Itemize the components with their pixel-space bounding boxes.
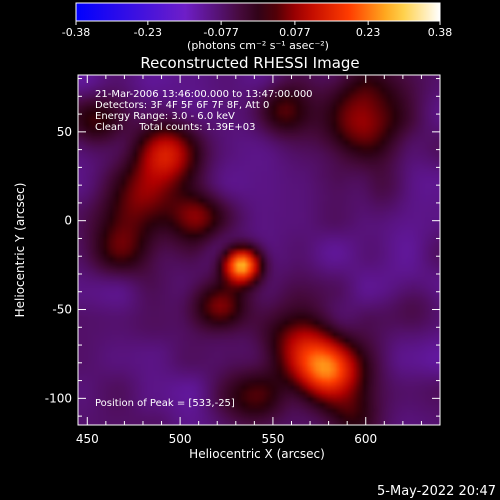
plot-timestamp: 5-May-2022 20:47: [377, 484, 496, 499]
colorbar-tick-label: 0.077: [279, 26, 311, 39]
annotation-detectors: Detectors: 3F 4F 5F 6F 7F 8F, Att 0: [95, 100, 269, 111]
heatmap-image: [78, 75, 440, 425]
colorbar-tick-label: -0.23: [134, 26, 162, 39]
annotation-energy: Energy Range: 3.0 - 6.0 keV: [95, 111, 235, 122]
colorbar-tick-label: 0.23: [356, 26, 381, 39]
colorbar-ticks: -0.38 -0.23 -0.077 0.077 0.23 0.38: [62, 21, 452, 39]
y-tick-label: -100: [45, 391, 72, 405]
colorbar-tick-label: -0.077: [203, 26, 238, 39]
chart-title: Reconstructed RHESSI Image: [140, 54, 359, 72]
x-tick-label: 500: [169, 432, 192, 446]
x-axis-label: Heliocentric X (arcsec): [189, 447, 325, 461]
y-axis-label: Heliocentric Y (arcsec): [13, 183, 27, 318]
colorbar-unit-label: (photons cm⁻² s⁻¹ asec⁻²): [187, 39, 329, 52]
y-tick-label: 0: [64, 214, 72, 228]
colorbar-tick-label: -0.38: [62, 26, 90, 39]
peak-position-label: Position of Peak = [533,-25]: [95, 398, 235, 409]
y-tick-label: 50: [57, 125, 72, 139]
x-tick-label: 550: [261, 432, 284, 446]
y-tick-label: -50: [52, 303, 72, 317]
colorbar-gradient: [75, 2, 441, 22]
annotation-clean-counts: Clean Total counts: 1.39E+03: [95, 122, 255, 133]
colorbar-tick-label: 0.38: [428, 26, 453, 39]
x-tick-label: 450: [76, 432, 99, 446]
annotation-block: 21-Mar-2006 13:46:00.000 to 13:47:00.000…: [95, 89, 313, 409]
plot-frame: [77, 74, 441, 426]
annotation-time: 21-Mar-2006 13:46:00.000 to 13:47:00.000: [95, 89, 313, 100]
axes: 450 500 550 600 -100 -50 0 50: [45, 75, 441, 446]
x-tick-label: 600: [354, 432, 377, 446]
